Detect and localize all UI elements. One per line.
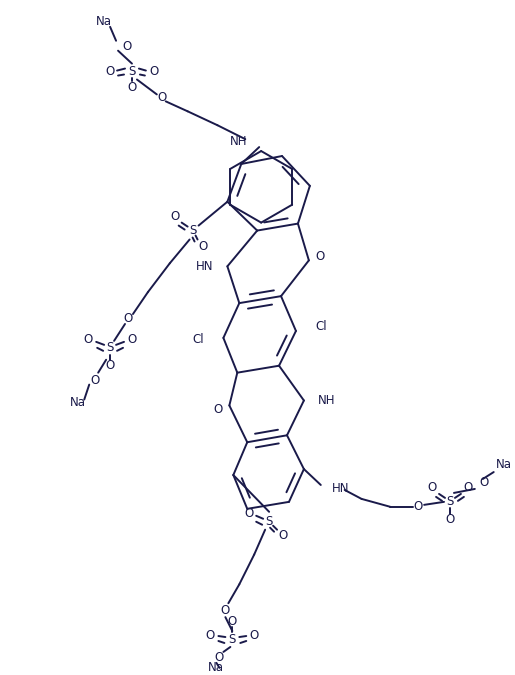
Text: S: S (229, 632, 236, 645)
Text: O: O (91, 374, 100, 387)
Text: O: O (170, 210, 179, 223)
Text: O: O (445, 513, 455, 526)
Text: O: O (206, 628, 215, 641)
Text: Cl: Cl (316, 321, 328, 333)
Text: NH: NH (230, 134, 247, 148)
Text: O: O (122, 40, 131, 53)
Text: O: O (480, 477, 489, 489)
Text: O: O (198, 240, 207, 253)
Text: O: O (149, 65, 159, 78)
Text: S: S (128, 65, 135, 78)
Text: O: O (127, 81, 136, 94)
Text: O: O (215, 651, 224, 664)
Text: S: S (107, 342, 114, 354)
Text: O: O (213, 403, 222, 416)
Text: O: O (464, 481, 472, 495)
Text: Na: Na (96, 16, 112, 28)
Text: O: O (228, 615, 237, 628)
Text: S: S (265, 515, 273, 529)
Text: O: O (279, 529, 288, 542)
Text: HN: HN (332, 483, 349, 495)
Text: O: O (427, 481, 437, 495)
Text: O: O (316, 250, 325, 263)
Text: O: O (221, 603, 230, 617)
Text: HN: HN (196, 260, 213, 273)
Text: O: O (124, 312, 133, 325)
Text: S: S (447, 495, 454, 508)
Text: Na: Na (71, 396, 87, 409)
Text: Cl: Cl (192, 333, 203, 346)
Text: O: O (245, 508, 254, 520)
Text: O: O (106, 65, 115, 78)
Text: O: O (157, 91, 166, 104)
Text: Na: Na (208, 662, 224, 674)
Text: O: O (83, 333, 93, 346)
Text: S: S (189, 224, 196, 237)
Text: NH: NH (318, 394, 335, 407)
Text: O: O (250, 628, 259, 641)
Text: Na: Na (496, 458, 512, 470)
Text: O: O (414, 500, 423, 513)
Text: O: O (127, 333, 136, 346)
Text: O: O (106, 359, 115, 372)
